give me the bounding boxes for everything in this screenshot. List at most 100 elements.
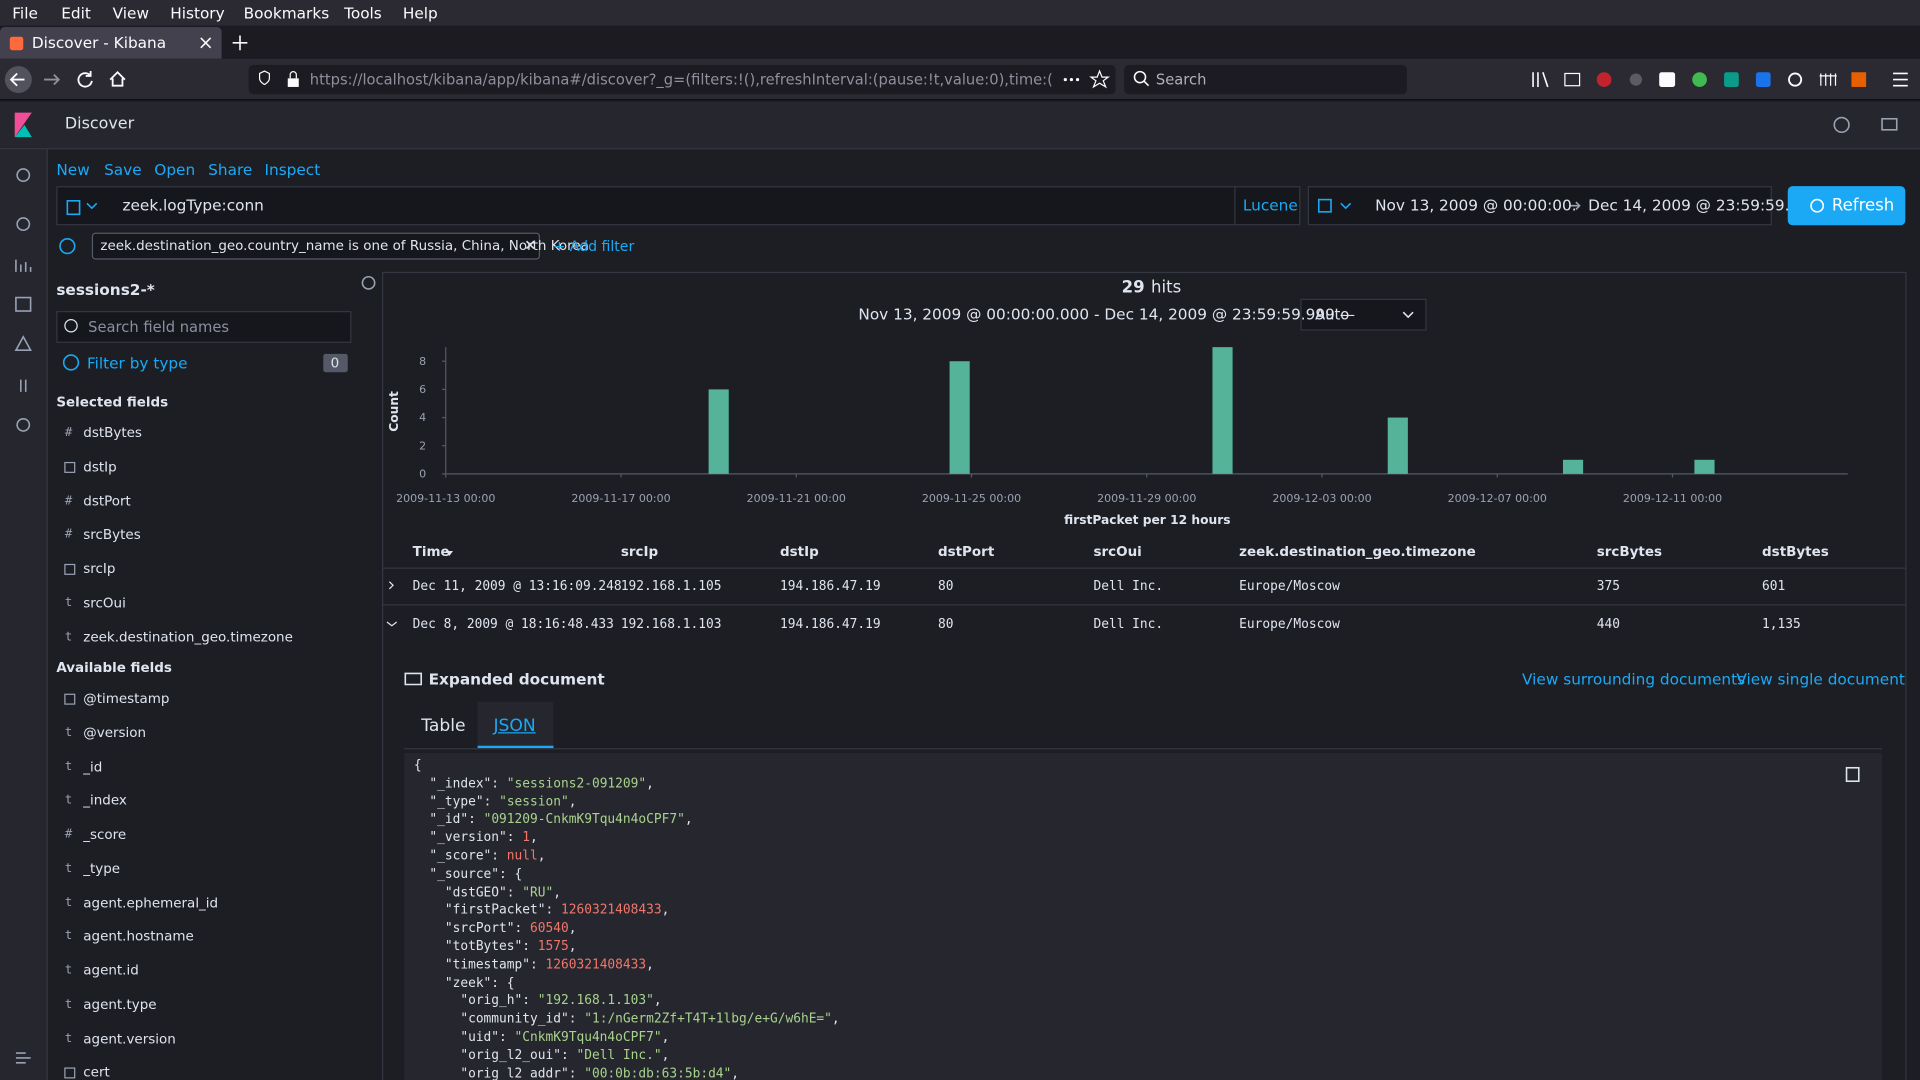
field-name[interactable]: srcBytes [83, 526, 140, 546]
field-name[interactable]: agent.id [83, 961, 138, 981]
field-name[interactable]: agent.ephemeral_id [83, 893, 218, 913]
hits-label: hits [1151, 278, 1181, 298]
row-expanders[interactable] [387, 582, 397, 626]
top-nav-link[interactable]: Open [154, 160, 195, 180]
cell: Europe/Moscow [1239, 577, 1340, 597]
json-line: "community_id": "1:/nGerm2Zf+T4T+1lbg/e+… [414, 1010, 840, 1028]
json-line: "_version": 1, [414, 829, 538, 847]
app-title: Discover [65, 115, 134, 135]
cell: 1,135 [1762, 615, 1801, 635]
header-icons[interactable] [1834, 118, 1896, 133]
time-to[interactable]: Dec 14, 2009 @ 23:59:59. [1588, 196, 1789, 216]
menu-item[interactable]: History [170, 4, 224, 24]
json-line: "totBytes": 1575, [414, 938, 577, 956]
search-placeholder[interactable]: Search [1156, 70, 1206, 90]
menu-item[interactable]: File [12, 4, 38, 24]
x-tick-label: 2009-12-07 00:00 [1448, 492, 1547, 505]
field-type-icon: # [65, 424, 72, 444]
query-icons[interactable] [60, 200, 1859, 782]
field-name[interactable]: _index [83, 791, 127, 811]
refresh-label[interactable]: Refresh [1832, 196, 1894, 216]
field-type-icon: t [65, 893, 72, 913]
json-line: "timestamp": 1260321408433, [414, 956, 654, 974]
column-header[interactable]: Time [413, 542, 450, 562]
section-title: Selected fields [56, 393, 168, 413]
menu-item[interactable]: View [113, 4, 149, 24]
json-line: "uid": "CnkmK9Tqu4n4oCPF7", [414, 1029, 669, 1047]
field-type-icon [65, 564, 75, 574]
field-type-icon: t [65, 859, 72, 879]
field-name[interactable]: dstBytes [83, 424, 142, 444]
field-name[interactable]: zeek.destination_geo.timezone [83, 628, 293, 648]
field-name[interactable]: @version [83, 723, 146, 743]
bar [950, 361, 970, 474]
time-from[interactable]: Nov 13, 2009 @ 00:00:00. [1375, 196, 1577, 216]
menu-item[interactable]: Edit [61, 4, 91, 24]
field-name[interactable]: srcOui [83, 594, 126, 614]
field-name[interactable]: dstPort [83, 492, 131, 512]
cell: 80 [938, 615, 953, 635]
cell: 194.186.47.19 [780, 577, 881, 597]
filter-text[interactable]: zeek.destination_geo.country_name is one… [100, 236, 588, 256]
language-link[interactable]: Lucene [1243, 196, 1298, 216]
side-nav-icons[interactable] [16, 169, 31, 1063]
field-type-icon [65, 694, 75, 704]
hit-count: 29 [1122, 278, 1145, 298]
field-name[interactable]: agent.hostname [83, 927, 193, 947]
cell: 601 [1762, 577, 1785, 597]
json-line: "orig_l2_oui": "Dell Inc.", [414, 1047, 669, 1065]
menu-item[interactable]: Tools [344, 4, 382, 24]
json-line: "_source": { [414, 865, 522, 883]
menu-item[interactable]: Bookmarks [244, 4, 330, 24]
query-text[interactable]: zeek.logType:conn [122, 196, 263, 216]
top-nav-link[interactable]: New [56, 160, 89, 180]
doc-link[interactable]: View single document [1736, 670, 1905, 690]
field-name[interactable]: agent.type [83, 995, 156, 1015]
json-line: "orig_l2_addr": "00:0b:db:63:5b:d4", [414, 1065, 739, 1080]
field-name[interactable]: _score [83, 825, 126, 845]
field-name[interactable]: agent.version [83, 1029, 176, 1049]
column-header: dstPort [938, 542, 994, 562]
json-line: "_index": "sessions2-091209", [414, 775, 654, 793]
add-filter[interactable]: + Add filter [553, 236, 634, 256]
time-range: Nov 13, 2009 @ 00:00:00.000 - Dec 14, 20… [858, 305, 1355, 325]
x-tick-label: 2009-11-25 00:00 [922, 492, 1021, 505]
column-header: srcOui [1093, 542, 1141, 562]
doc-link[interactable]: View surrounding documents [1522, 670, 1745, 690]
x-tick-label: 2009-11-29 00:00 [1097, 492, 1196, 505]
json-line: "zeek": { [414, 974, 515, 992]
field-name[interactable]: dstIp [83, 458, 116, 478]
index-pattern[interactable]: sessions2-* [56, 280, 154, 300]
menu-item[interactable]: Help [403, 4, 438, 24]
top-nav-link[interactable]: Share [208, 160, 252, 180]
y-tick-label: 4 [419, 411, 426, 424]
doc-tab[interactable]: JSON [493, 716, 535, 736]
field-type-icon: t [65, 927, 72, 947]
field-name[interactable]: @timestamp [83, 689, 169, 709]
y-tick-label: 8 [419, 355, 426, 368]
filter-by-type[interactable]: Filter by type [87, 354, 188, 374]
column-header: srcBytes [1597, 542, 1662, 562]
top-nav-link[interactable]: Save [104, 160, 142, 180]
field-name[interactable]: _type [83, 859, 120, 879]
url-text[interactable]: https://localhost/kibana/app/kibana#/dis… [310, 70, 1052, 90]
cell: Dec 8, 2009 @ 18:16:48.433 [413, 615, 614, 635]
cell: Europe/Moscow [1239, 615, 1340, 635]
json-line: "srcPort": 60540, [414, 920, 577, 938]
interval-value[interactable]: Auto [1315, 305, 1349, 325]
field-name[interactable]: srcIp [83, 560, 115, 580]
json-line: "_score": null, [414, 847, 546, 865]
field-search-placeholder[interactable]: Search field names [88, 317, 229, 337]
json-line: "_id": "091209-CnkmK9Tqu4n4oCPF7", [414, 811, 693, 829]
cell: 192.168.1.105 [621, 577, 722, 597]
doc-tab[interactable]: Table [421, 716, 465, 736]
json-line: "firstPacket": 1260321408433, [414, 902, 669, 920]
field-type-icon: t [65, 628, 72, 648]
field-name[interactable]: _id [83, 757, 102, 777]
json-line: "_type": "session", [414, 793, 577, 811]
field-name[interactable]: cert [83, 1063, 110, 1080]
field-type-icon: # [65, 825, 72, 845]
tab-title[interactable]: Discover - Kibana [32, 33, 166, 53]
top-nav-link[interactable]: Inspect [264, 160, 320, 180]
